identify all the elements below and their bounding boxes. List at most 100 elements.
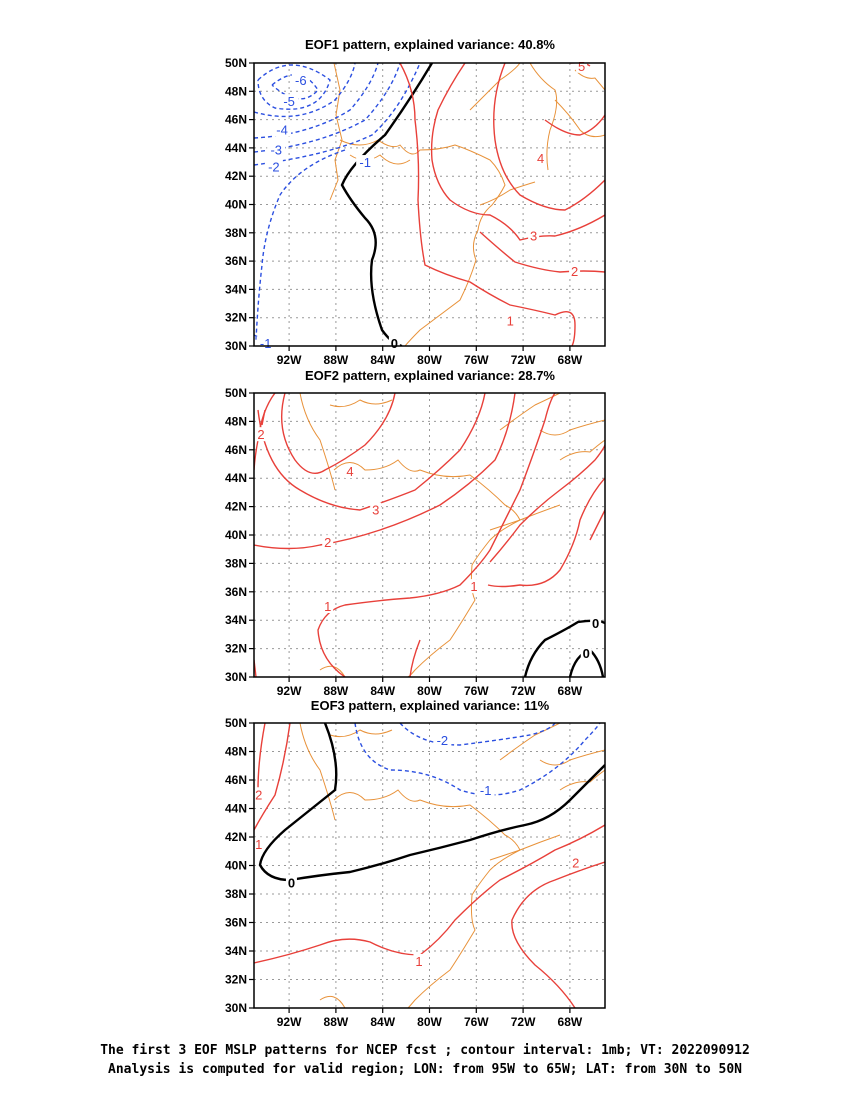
contour-label-bg [535, 150, 547, 165]
x-tick-label: 84W [370, 353, 395, 367]
y-tick-label: 46N [225, 773, 247, 787]
eof2-coastlines [299, 393, 605, 677]
y-tick-label: 42N [225, 830, 247, 844]
y-tick-label: 42N [225, 500, 247, 514]
y-tick-label: 50N [225, 716, 247, 730]
x-tick-label: 72W [511, 353, 536, 367]
contour-label: 1 [324, 599, 331, 614]
y-tick-label: 36N [225, 585, 247, 599]
eof2-panel: EOF2 pattern, explained variance: 28.7% [225, 368, 606, 698]
x-tick-label: 92W [277, 353, 302, 367]
contour-label-bg [280, 94, 299, 109]
contour-label: 1 [507, 314, 514, 329]
contour-label: 2 [571, 264, 578, 279]
y-tick-label: 38N [225, 887, 247, 901]
contour-label-bg [255, 427, 267, 442]
y-tick-label: 32N [225, 973, 247, 987]
contour-label: -4 [276, 123, 288, 138]
contour-label-bg [570, 855, 582, 870]
x-tick-label: 72W [511, 1015, 536, 1029]
y-tick-label: 34N [225, 613, 247, 627]
contour-label-bg [504, 313, 516, 328]
y-tick-label: 50N [225, 386, 247, 400]
contour-label-bg [388, 336, 400, 351]
y-tick-label: 46N [225, 113, 247, 127]
contour-label: 0 [583, 646, 590, 661]
x-tick-label: 72W [511, 684, 536, 698]
contour-label-bg [273, 122, 292, 137]
contour-label-bg [576, 58, 588, 73]
eof2-grid [254, 393, 605, 677]
eof1-panel: EOF1 pattern, explained variance: 40.8% [225, 37, 606, 367]
contour-label: 3 [530, 229, 537, 244]
contour-label-bg [370, 502, 382, 517]
y-tick-label: 48N [225, 84, 247, 98]
contour-label: -1 [260, 336, 272, 351]
y-tick-label: 32N [225, 642, 247, 656]
contour-label-bg [590, 616, 602, 631]
eof3-grid [254, 723, 605, 1008]
contour-label: 0 [288, 876, 295, 891]
contour-label-bg [344, 464, 356, 479]
eof3-axes: 92W 88W 84W 80W 76W 72W 68W 30N 32N 34N 36N 38N 40N 4… [225, 716, 583, 1029]
contour-label: 4 [537, 151, 544, 166]
eof2-title: EOF2 pattern, explained variance: 28.7% [305, 368, 555, 383]
contour-label: -2 [437, 733, 449, 748]
contour-label: -1 [359, 155, 371, 170]
contour-label: -2 [268, 159, 280, 174]
x-tick-label: 76W [464, 353, 489, 367]
contour-label: -5 [283, 94, 295, 109]
contour-label-bg [356, 155, 375, 170]
contour-label-bg [528, 228, 540, 243]
contour-label: 1 [255, 837, 262, 852]
x-tick-label: 80W [417, 353, 442, 367]
y-tick-label: 30N [225, 1001, 247, 1015]
y-tick-label: 44N [225, 471, 247, 485]
x-tick-label: 68W [558, 684, 583, 698]
x-tick-label: 76W [464, 684, 489, 698]
contour-label: -1 [480, 783, 492, 798]
contour-label-bg [267, 142, 286, 157]
y-tick-label: 44N [225, 141, 247, 155]
contour-label-bg [468, 579, 480, 594]
y-tick-label: 38N [225, 226, 247, 240]
eof3-contours [254, 723, 605, 1008]
x-tick-label: 88W [324, 1015, 349, 1029]
x-tick-label: 84W [370, 1015, 395, 1029]
contour-label: -6 [295, 73, 307, 88]
contour-label: 2 [572, 856, 579, 871]
y-tick-label: 34N [225, 944, 247, 958]
y-tick-label: 48N [225, 414, 247, 428]
contour-label-bg [285, 875, 297, 890]
eof1-contours [254, 63, 605, 346]
x-tick-label: 88W [324, 684, 349, 698]
x-tick-label: 80W [417, 684, 442, 698]
y-tick-label: 30N [225, 339, 247, 353]
contour-label-bg [413, 953, 425, 968]
y-tick-label: 48N [225, 745, 247, 759]
y-tick-label: 36N [225, 254, 247, 268]
eof3-panel: EOF3 pattern, explained variance: 11% [225, 698, 606, 1029]
y-tick-label: 42N [225, 169, 247, 183]
x-tick-label: 92W [277, 684, 302, 698]
contour-label: 2 [324, 535, 331, 550]
x-tick-label: 80W [417, 1015, 442, 1029]
x-tick-label: 76W [464, 1015, 489, 1029]
x-tick-label: 68W [558, 353, 583, 367]
x-tick-label: 84W [370, 684, 395, 698]
x-tick-label: 88W [324, 353, 349, 367]
eof1-coastlines [329, 63, 605, 346]
eof1-axes: 92W 88W 84W 80W 76W 72W 68W 30N 32N 34N 36N 38N 40N 4… [225, 56, 583, 367]
y-tick-label: 40N [225, 528, 247, 542]
y-tick-label: 38N [225, 556, 247, 570]
x-tick-label: 68W [558, 1015, 583, 1029]
contour-label: 0 [592, 616, 599, 631]
contour-label: 2 [257, 427, 264, 442]
contour-label-bg [291, 72, 310, 87]
contour-label-bg [580, 645, 592, 660]
contour-label: 0 [391, 336, 398, 351]
eof3-map [254, 723, 605, 1008]
contour-label-bg [322, 535, 334, 550]
y-tick-label: 34N [225, 282, 247, 296]
y-tick-label: 44N [225, 802, 247, 816]
